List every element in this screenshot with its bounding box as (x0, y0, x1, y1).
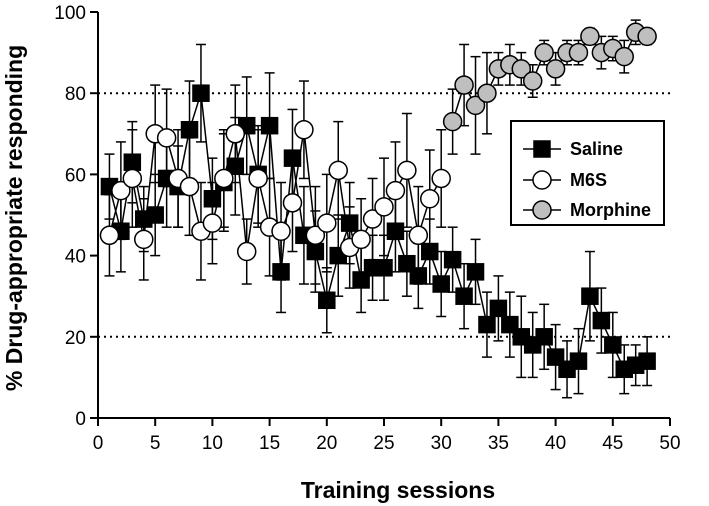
y-tick-label: 40 (65, 247, 86, 268)
y-axis-ticks: 0 20 40 60 80 100 (54, 3, 98, 430)
data-point (408, 225, 429, 246)
data-point (592, 311, 611, 330)
data-point (432, 275, 450, 293)
x-tick-label: 40 (545, 433, 566, 454)
legend-marker (532, 170, 552, 190)
data-point (305, 225, 326, 246)
data-point (522, 71, 543, 91)
x-tick-label: 35 (488, 433, 509, 454)
data-point (443, 250, 462, 269)
series-layer (99, 19, 657, 399)
data-point (318, 291, 336, 310)
y-tick-label: 0 (75, 409, 86, 430)
data-point (478, 315, 496, 334)
legend-marker (533, 140, 551, 158)
data-point (614, 46, 634, 67)
legend: Saline M6S Morphine (510, 120, 665, 226)
data-point (638, 352, 656, 370)
data-point (465, 95, 486, 116)
data-point (328, 160, 348, 181)
data-point (534, 42, 554, 63)
x-tick-label: 25 (373, 433, 394, 454)
data-point (511, 59, 532, 79)
x-tick-label: 45 (602, 433, 623, 454)
data-point (375, 259, 393, 277)
data-point (431, 168, 451, 189)
plot-area: 0 5 10 15 20 25 30 35 40 45 50 0 20 40 60 80 100 (54, 3, 680, 454)
data-point (637, 26, 657, 47)
x-tick-label: 10 (202, 433, 223, 454)
data-point (192, 84, 210, 102)
data-point (202, 213, 223, 233)
legend-label: Morphine (570, 200, 651, 220)
data-point (477, 83, 497, 103)
data-point (581, 287, 599, 305)
data-point (271, 221, 291, 241)
x-tick-label: 0 (93, 433, 104, 454)
y-tick-label: 80 (65, 84, 86, 105)
legend-marker (532, 200, 552, 220)
data-point (122, 168, 143, 189)
data-point (397, 160, 417, 181)
data-point (604, 336, 622, 354)
data-point (545, 59, 566, 79)
series-morphine (442, 19, 657, 155)
data-point (489, 299, 508, 318)
data-point (111, 180, 131, 201)
series-m6s (99, 80, 451, 289)
data-point (442, 111, 463, 132)
x-tick-label: 30 (431, 433, 452, 454)
data-point (236, 241, 257, 262)
data-point (260, 116, 279, 135)
y-tick-label: 60 (65, 165, 86, 186)
x-tick-label: 20 (316, 433, 337, 454)
data-point (374, 197, 394, 217)
data-point (385, 180, 406, 201)
y-tick-label: 20 (65, 328, 86, 349)
data-point (420, 189, 440, 209)
legend-label: M6S (570, 170, 607, 190)
data-point (466, 263, 485, 281)
data-point (179, 176, 200, 197)
data-point (535, 328, 553, 346)
data-point (214, 168, 234, 189)
x-axis-ticks: 0 5 10 15 20 25 30 35 40 45 50 (93, 418, 681, 454)
data-point (317, 213, 337, 233)
data-point (351, 229, 371, 250)
y-axis-label: % Drug-appropriate responding (1, 45, 27, 391)
y-tick-label: 100 (54, 3, 86, 24)
data-point (282, 193, 303, 213)
data-point (146, 206, 164, 224)
data-point (225, 124, 246, 144)
data-point (580, 26, 600, 47)
x-axis-label: Training sessions (301, 477, 495, 503)
data-point (454, 75, 474, 95)
legend-item-m6s: M6S (523, 170, 607, 190)
series-saline (100, 43, 656, 399)
data-point (455, 287, 473, 305)
legend-item-morphine: Morphine (523, 200, 651, 220)
data-point (568, 42, 589, 63)
data-point (99, 225, 120, 246)
legend-label: Saline (570, 139, 623, 159)
data-point (569, 352, 588, 370)
data-point (156, 128, 177, 148)
data-point (362, 209, 383, 229)
x-tick-label: 50 (659, 433, 680, 454)
data-point (248, 168, 268, 189)
data-point (180, 120, 199, 139)
data-point (134, 229, 154, 250)
x-tick-label: 5 (150, 433, 161, 454)
legend-item-saline: Saline (523, 139, 623, 159)
data-point (294, 119, 314, 140)
x-tick-label: 15 (259, 433, 280, 454)
